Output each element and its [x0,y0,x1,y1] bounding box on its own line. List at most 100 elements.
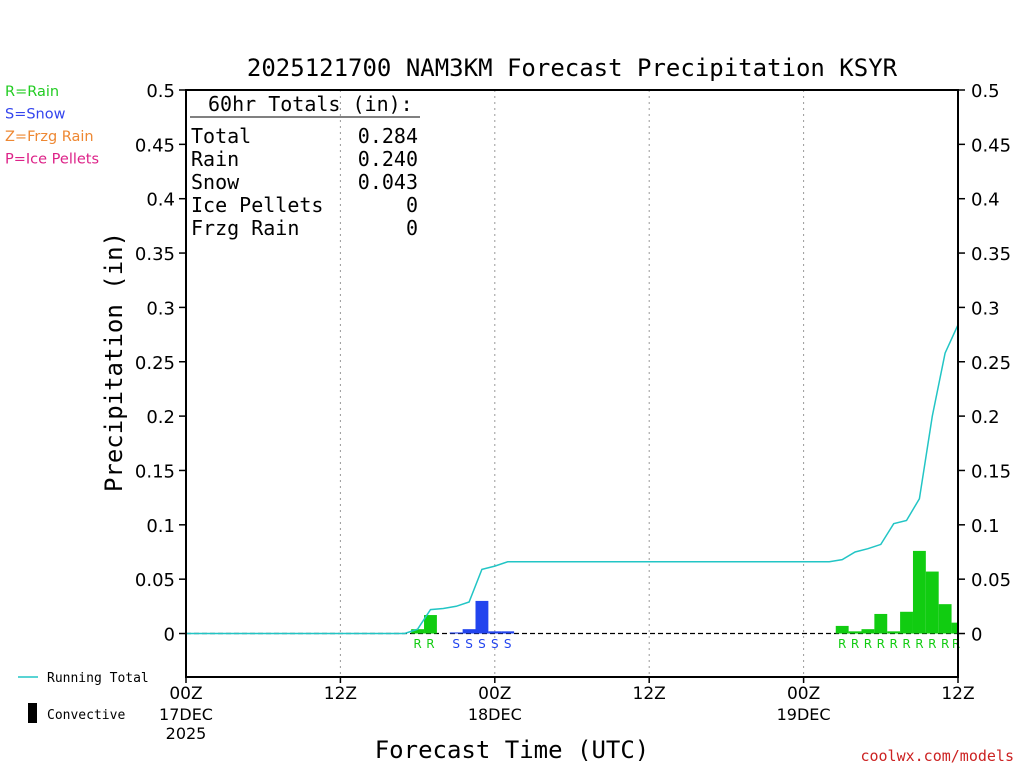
y-tick-label-right-10: 0.5 [971,81,1000,102]
bar-14 [925,571,939,634]
totals-header: 60hr Totals (in): [208,92,413,116]
type-label-6: S [504,637,512,651]
x-tick-label-5: 12Z [941,684,974,704]
x-tick-label-1: 12Z [324,684,357,704]
bar-16 [951,622,958,634]
type-label-11: R [889,637,897,651]
type-label-3: S [465,637,473,651]
totals-label-2: Snow [191,170,240,194]
y-tick-label-right-9: 0.45 [971,135,1011,156]
bar-6 [501,631,515,634]
bar-9 [861,629,875,634]
bar-1 [424,615,437,634]
y-tick-label-left-6: 0.3 [146,298,175,319]
bar-13 [912,550,926,634]
y-tick-label-left-8: 0.4 [146,190,175,211]
bar-4 [475,600,489,634]
x-tick-label-4: 00Z [787,684,820,704]
y-axis-left: 0 0.05 0.1 0.15 0.2 0.25 0.3 0.35 0.4 0.45 0.5 [135,81,186,646]
x-tick-date-2: 18DEC [468,705,522,724]
y-tick-label-left-5: 0.25 [135,353,175,374]
type-label-5: S [491,637,499,651]
y-tick-label-left-9: 0.45 [135,135,175,156]
bar-15 [938,604,952,634]
y-tick-label-left-2: 0.1 [146,516,175,537]
bar-11 [887,631,901,634]
y-tick-label-left-7: 0.35 [135,244,175,265]
bar-8 [848,631,862,634]
totals-value-2: 0.043 [358,170,418,194]
type-label-4: S [478,637,486,651]
y-tick-label-right-4: 0.2 [971,407,1000,428]
y-tick-label-right-5: 0.25 [971,353,1011,374]
totals-label-3: Ice Pellets [191,193,323,217]
bar-10 [874,613,888,634]
bar-2 [449,632,463,634]
type-label-2: S [452,637,460,651]
x-tick-label-3: 12Z [633,684,666,704]
totals-label-1: Rain [191,147,239,171]
y-tick-label-left-1: 0.05 [135,570,175,591]
x-tick-label-2: 00Z [478,684,511,704]
running-total-line [186,324,959,635]
totals-value-3: 0 [406,193,418,217]
y-tick-label-right-3: 0.15 [971,461,1011,482]
y-axis-label: Precipitation (in) [100,232,128,492]
y-tick-label-right-7: 0.35 [971,244,1011,265]
type-label-13: R [915,637,923,651]
totals-value-0: 0.284 [358,124,418,148]
running-total-legend: Running Total [18,671,149,686]
type-label-10: R [877,637,885,651]
type-label-8: R [851,637,859,651]
legend-item-2: Z=Frzg Rain [5,129,94,145]
bar-series [411,550,958,634]
totals-value-4: 0 [406,216,418,240]
y-tick-label-left-4: 0.2 [146,407,175,428]
totals-label-0: Total [191,124,251,148]
x-tick-year-0: 2025 [166,724,207,743]
x-axis-label: Forecast Time (UTC) [375,736,650,764]
convective-legend-label: Convective [47,708,125,723]
x-tick-date-4: 19DEC [777,705,831,724]
y-tick-label-left-3: 0.15 [135,461,175,482]
bar-3 [462,629,476,634]
totals-box: 60hr Totals (in): Total 0.284 Rain 0.240 Snow… [190,92,420,240]
type-label-15: R [941,637,949,651]
type-label-1: R [426,637,434,651]
y-tick-label-right-6: 0.3 [971,298,1000,319]
bar-5 [488,631,502,634]
bar-12 [900,611,913,634]
totals-label-4: Frzg Rain [191,216,299,240]
legend-item-1: S=Snow [5,107,66,123]
y-tick-label-right-1: 0.05 [971,570,1011,591]
grid-lines [339,90,805,677]
legend-item-3: P=Ice Pellets [5,152,99,168]
y-tick-label-left-10: 0.5 [146,81,175,102]
running-total-legend-label: Running Total [47,671,149,686]
chart-title: 2025121700 NAM3KM Forecast Precipitation… [247,54,898,82]
y-tick-label-right-2: 0.1 [971,516,1000,537]
x-tick-date-0: 17DEC [159,705,213,724]
y-tick-label-right-8: 0.4 [971,190,1000,211]
y-tick-label-left-0: 0 [164,625,175,646]
type-label-7: R [838,637,846,651]
credit-text: coolwx.com/models [860,747,1014,765]
type-label-0: R [413,637,421,651]
bar-0 [411,629,425,634]
type-label-9: R [864,637,872,651]
bar-7 [835,625,849,634]
type-label-14: R [928,637,936,651]
type-legend: R=Rain S=Snow Z=Frzg Rain P=Ice Pellets [5,84,99,168]
type-label-16: R [952,637,960,651]
y-tick-label-right-0: 0 [971,625,982,646]
totals-value-1: 0.240 [358,147,418,171]
x-tick-label-0: 00Z [169,684,202,704]
convective-legend: Convective [28,703,125,723]
type-label-12: R [902,637,910,651]
running-total-series [186,324,959,635]
legend-item-0: R=Rain [5,84,59,100]
